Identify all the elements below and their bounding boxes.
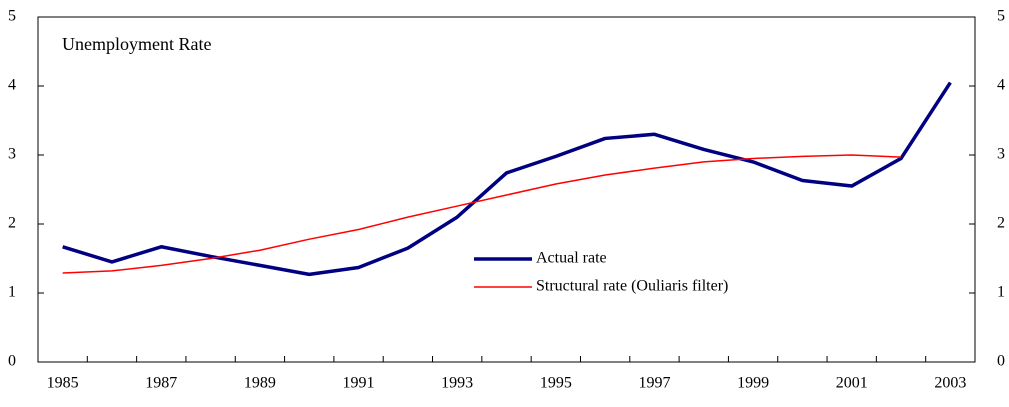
chart-title: Unemployment Rate (62, 34, 211, 54)
y2-tick-label: 4 (997, 77, 1005, 94)
x-tick-label: 1999 (737, 375, 769, 392)
y2-tick-label: 5 (997, 8, 1005, 25)
y-tick-label: 3 (8, 146, 16, 163)
x-tick-label: 1993 (441, 375, 473, 392)
x-tick-label: 1989 (244, 375, 276, 392)
series-line (62, 81, 952, 277)
y2-tick-label: 1 (997, 284, 1005, 301)
x-tick-label: 1997 (638, 375, 670, 392)
x-tick-label: 1985 (47, 375, 79, 392)
series-line (62, 154, 902, 274)
y-tick-label: 0 (8, 353, 16, 370)
y-tick-label: 2 (8, 215, 16, 232)
y2-tick-label: 0 (997, 353, 1005, 370)
y2-tick-label: 2 (997, 215, 1005, 232)
legend-label: Structural rate (Ouliaris filter) (536, 278, 728, 295)
x-tick-label: 2001 (836, 375, 868, 392)
legend-label: Actual rate (536, 250, 607, 267)
y-tick-label: 4 (8, 77, 16, 94)
y-tick-label: 5 (8, 8, 16, 25)
y-tick-label: 1 (8, 284, 16, 301)
x-tick-label: 1995 (540, 375, 572, 392)
x-tick-label: 1987 (145, 375, 177, 392)
x-tick-label: 2003 (934, 375, 966, 392)
y2-tick-label: 3 (997, 146, 1005, 163)
plot-frame (37, 16, 976, 363)
x-tick-label: 1991 (343, 375, 375, 392)
